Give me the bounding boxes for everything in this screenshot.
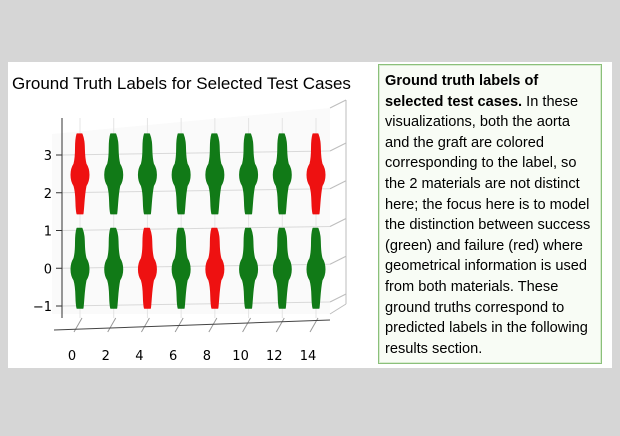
case-shape-success [104, 227, 124, 309]
case-shape-success [239, 133, 259, 215]
case-shape-success [171, 133, 191, 215]
case-shape-success [272, 227, 292, 309]
x-tick-label: 6 [169, 349, 177, 364]
pane-edge-top [329, 99, 347, 109]
y-tick-label: −1 [33, 300, 52, 315]
x-tick-label: 12 [266, 349, 283, 364]
back-pane [52, 108, 330, 314]
y-tick-label: 3 [44, 149, 52, 164]
x-tick-label: 10 [232, 349, 249, 364]
x-tick-label: 4 [135, 349, 143, 364]
case-shape-success [137, 133, 157, 215]
x-floor-tick [73, 317, 83, 333]
case-shape-failure [306, 133, 326, 215]
y-tick-label: 0 [44, 262, 52, 277]
x-axis: 0 2 4 6 8 10 12 14 [53, 317, 331, 364]
x-tick-label: 0 [68, 349, 76, 364]
y-gridline-side [329, 255, 347, 265]
x-floor-tick [140, 317, 150, 333]
x-floor-tick [208, 317, 218, 333]
case-shape-success [171, 227, 191, 309]
case-shape-success [104, 133, 124, 215]
y-tick-label: 1 [44, 225, 52, 240]
y-gridline-side [329, 180, 347, 190]
chart-title: Ground Truth Labels for Selected Test Ca… [12, 74, 351, 93]
case-shape-success [70, 227, 90, 309]
x-tick-label: 2 [102, 349, 110, 364]
case-shape-failure [137, 227, 157, 309]
shapes-layer [70, 133, 326, 309]
caption-body: In these visualizations, both the aorta … [385, 93, 591, 357]
case-shape-failure [205, 227, 225, 309]
y-axis: −1 0 1 2 3 [33, 118, 63, 318]
y-gridline-side [329, 142, 347, 152]
x-floor-tick [107, 317, 117, 333]
case-shape-success [306, 227, 326, 309]
x-tick-label: 14 [300, 349, 317, 364]
x-floor-tick [242, 317, 252, 333]
case-shape-success [272, 133, 292, 215]
y-gridline-side [329, 293, 347, 303]
case-shape-success [205, 133, 225, 215]
case-shape-success [239, 227, 259, 309]
y-tick-label: 2 [44, 187, 52, 202]
x-axis-spine [53, 319, 331, 331]
x-floor-tick [275, 317, 285, 333]
y-gridline-side [329, 218, 347, 227]
caption-heading: Ground truth labels of selected test cas… [385, 73, 539, 110]
figure-caption: Ground truth labels of selected test cas… [378, 64, 602, 364]
pane-edge-bottom [329, 303, 347, 315]
x-tick-label: 8 [203, 349, 211, 364]
plot-grid [52, 99, 347, 318]
case-shape-failure [70, 133, 90, 215]
y-gridline [61, 226, 331, 231]
